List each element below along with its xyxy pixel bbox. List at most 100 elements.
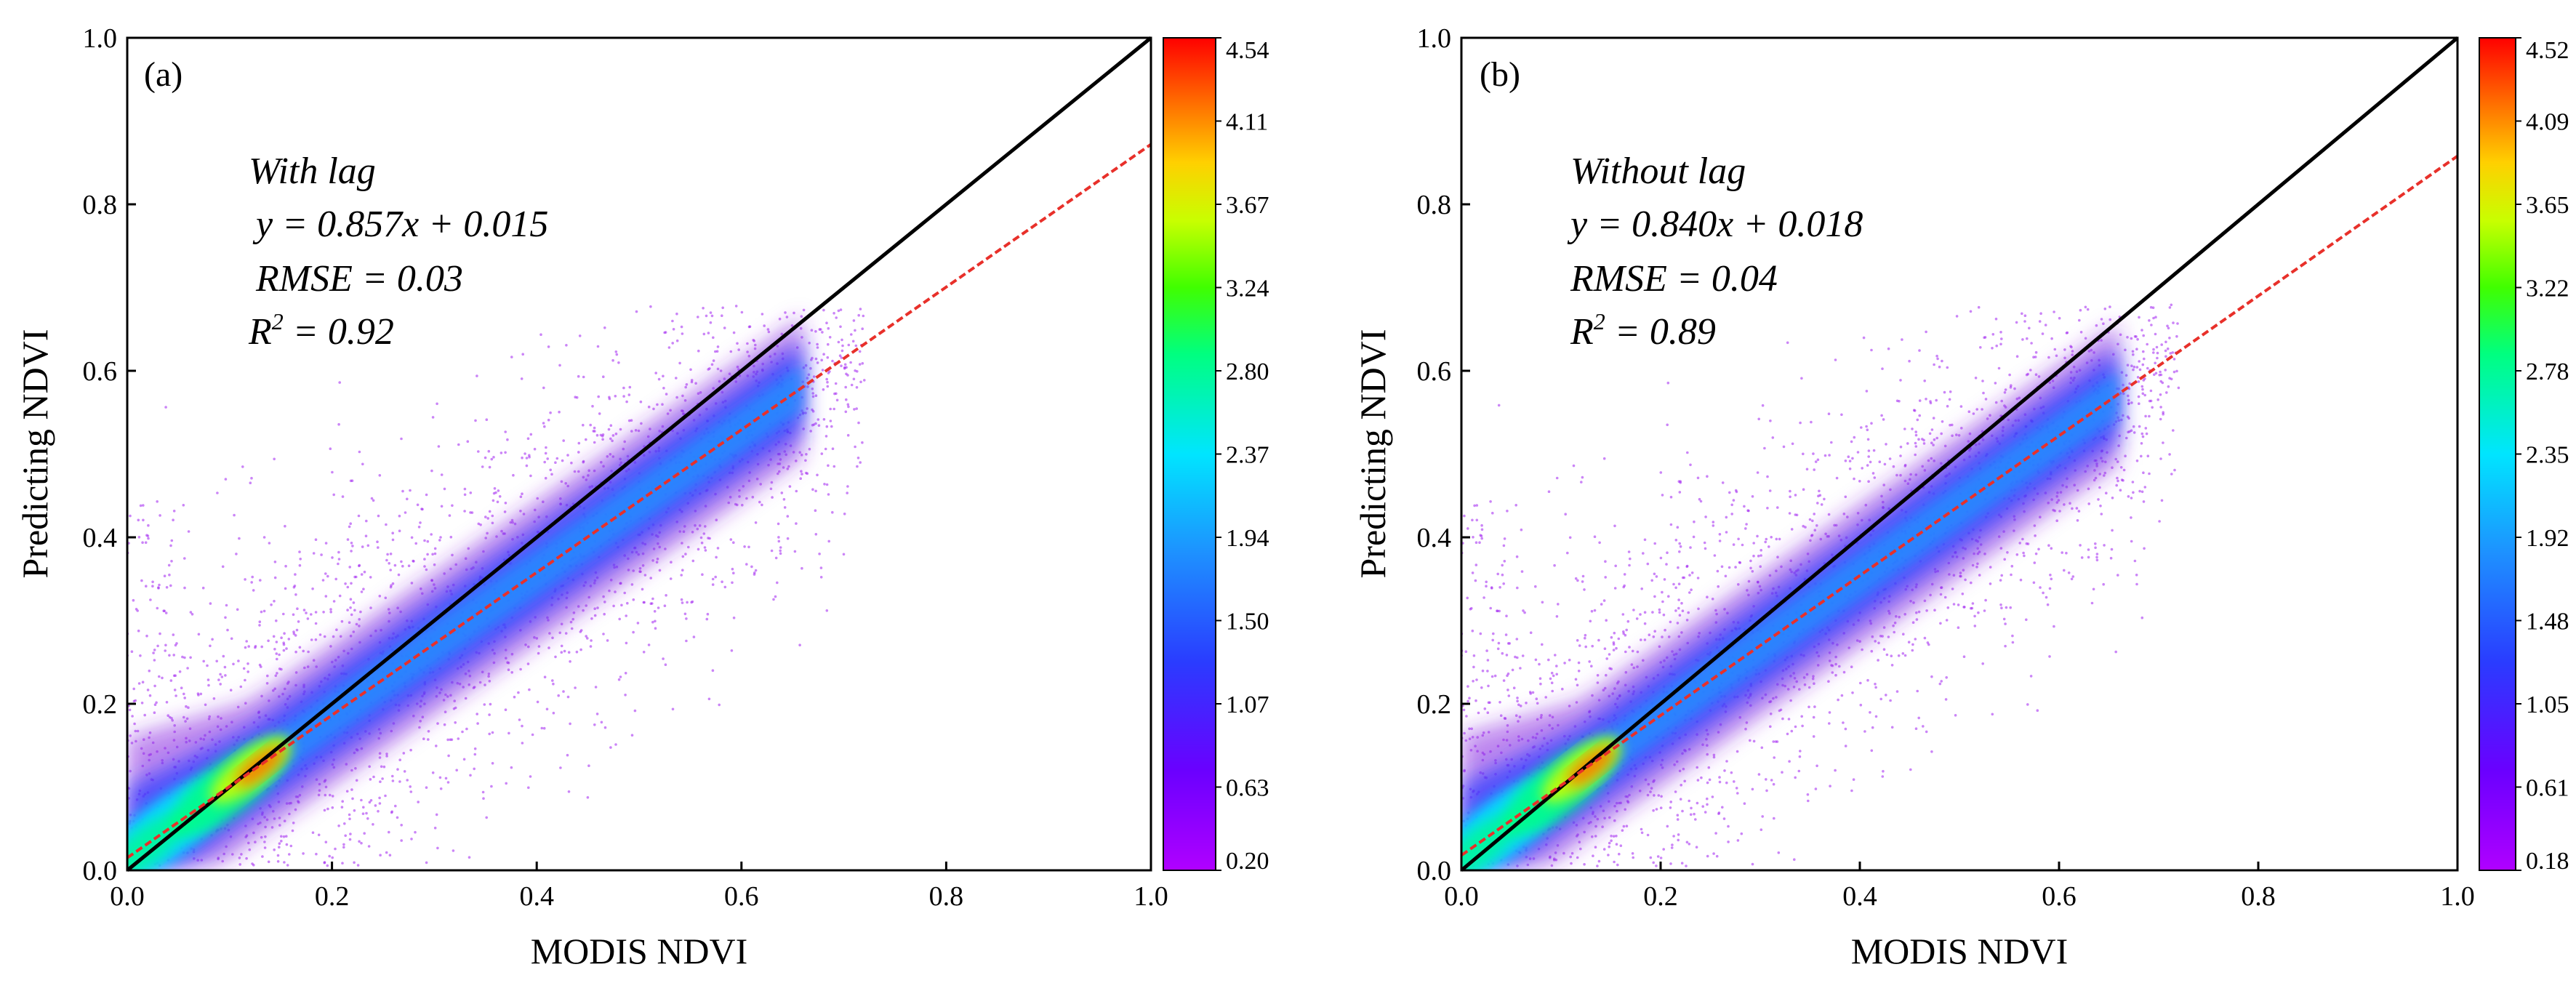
density-point xyxy=(651,597,654,601)
density-point xyxy=(378,796,381,800)
density-point xyxy=(1605,657,1608,660)
density-point xyxy=(630,430,633,433)
density-point xyxy=(1512,686,1516,689)
density-point xyxy=(1677,833,1680,836)
density-point xyxy=(2087,548,2090,551)
density-point xyxy=(161,676,164,680)
density-point xyxy=(1834,769,1837,772)
density-point xyxy=(669,577,673,580)
density-point xyxy=(507,668,510,671)
density-point xyxy=(855,386,859,389)
density-point xyxy=(232,662,235,666)
density-point xyxy=(2015,321,2018,324)
density-point xyxy=(806,472,809,476)
density-point xyxy=(146,534,150,537)
density-point xyxy=(362,587,365,590)
density-point xyxy=(355,779,358,782)
density-point xyxy=(1623,573,1626,576)
panel-b-label: (b) xyxy=(1480,55,1520,94)
density-point xyxy=(1689,813,1693,817)
panel-a-x-ticks: 0.0 0.2 0.4 0.6 0.8 1.0 xyxy=(110,862,1168,912)
density-point xyxy=(685,639,688,643)
density-point xyxy=(235,553,238,555)
density-point xyxy=(1892,465,1895,468)
density-point xyxy=(153,703,157,706)
density-point xyxy=(276,854,280,857)
density-point xyxy=(1929,400,1932,403)
density-point xyxy=(187,530,190,533)
density-point xyxy=(2124,374,2128,377)
density-point xyxy=(393,563,397,567)
panel-a-y-axis-label: Predicting NDVI xyxy=(15,329,55,579)
density-point xyxy=(1534,658,1538,662)
density-point xyxy=(590,639,593,642)
density-point xyxy=(335,628,338,631)
density-point xyxy=(510,356,513,358)
density-point xyxy=(1624,650,1627,654)
density-point xyxy=(1605,619,1608,622)
density-point xyxy=(1718,776,1721,779)
density-point xyxy=(158,675,161,678)
density-point xyxy=(643,574,647,577)
density-point xyxy=(1879,697,1882,701)
density-point xyxy=(2138,368,2142,372)
x-tick-label: 0.8 xyxy=(929,881,964,912)
density-point xyxy=(1614,564,1617,568)
density-point xyxy=(1677,838,1680,842)
density-point xyxy=(596,345,600,348)
density-point xyxy=(1927,643,1930,646)
density-point xyxy=(1580,481,1583,484)
density-point xyxy=(143,713,146,717)
density-point xyxy=(1612,641,1616,644)
density-point xyxy=(1860,426,1863,429)
density-point xyxy=(812,375,816,378)
density-point xyxy=(1747,579,1751,583)
density-point xyxy=(468,856,471,859)
y-tick-label: 0.6 xyxy=(83,356,118,387)
density-point xyxy=(329,608,332,611)
density-point xyxy=(1906,442,1909,445)
density-point xyxy=(825,377,828,381)
density-point xyxy=(603,612,606,616)
density-point xyxy=(391,531,394,534)
density-point xyxy=(2127,417,2130,420)
density-point xyxy=(1827,513,1831,516)
density-point xyxy=(1949,423,1951,427)
density-point xyxy=(2102,322,2105,326)
density-point xyxy=(462,758,466,761)
density-point xyxy=(452,707,456,710)
density-point xyxy=(348,817,351,821)
density-point xyxy=(276,672,278,675)
density-point xyxy=(2167,385,2170,388)
density-point xyxy=(709,311,713,314)
density-point xyxy=(1936,357,1939,361)
density-point xyxy=(770,549,774,553)
density-point xyxy=(153,659,156,662)
density-point xyxy=(731,581,734,585)
density-point xyxy=(133,722,136,726)
density-point xyxy=(1485,585,1488,587)
density-point xyxy=(1751,495,1754,498)
density-point xyxy=(1850,665,1853,668)
density-point xyxy=(546,457,549,460)
density-point xyxy=(2079,331,2083,334)
density-point xyxy=(702,307,705,310)
density-point xyxy=(1588,660,1591,663)
density-point xyxy=(2159,417,2162,421)
density-point xyxy=(224,674,227,677)
density-point xyxy=(175,642,178,645)
density-point xyxy=(378,802,382,805)
density-point xyxy=(1893,630,1895,634)
density-point xyxy=(1874,715,1878,718)
density-point xyxy=(1662,848,1665,851)
density-point xyxy=(337,558,341,561)
density-point xyxy=(2137,380,2140,383)
density-point xyxy=(1877,641,1880,645)
density-point xyxy=(858,363,862,366)
density-point xyxy=(1515,555,1519,558)
density-point xyxy=(1914,441,1917,445)
density-point xyxy=(1570,862,1573,865)
density-point xyxy=(1881,635,1884,638)
density-point xyxy=(740,310,744,314)
density-point xyxy=(1725,531,1728,534)
